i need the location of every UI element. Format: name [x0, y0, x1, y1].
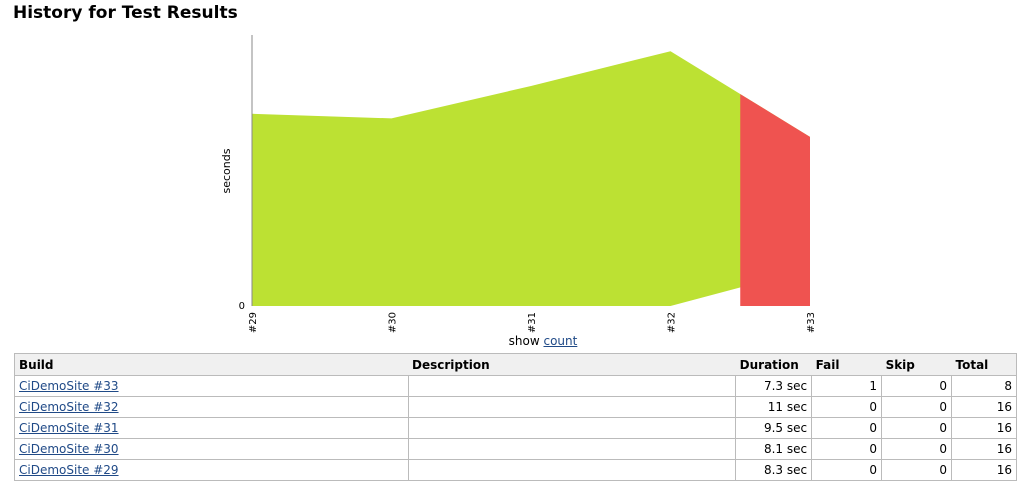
x-tick-label: #31: [527, 312, 538, 333]
col-duration: Duration: [735, 353, 812, 376]
build-link[interactable]: CiDemoSite #33: [19, 379, 119, 393]
build-link[interactable]: CiDemoSite #29: [19, 463, 119, 477]
show-count-link[interactable]: count: [543, 334, 578, 348]
fail-cell: 0: [811, 459, 883, 481]
total-cell: 16: [951, 417, 1017, 439]
skip-cell: 0: [881, 438, 952, 460]
x-tick-label: #30: [388, 312, 399, 333]
fail-cell: 1: [811, 375, 883, 397]
description-cell: [407, 375, 737, 397]
description-cell: [407, 396, 737, 418]
x-tick-label: #33: [806, 312, 817, 333]
col-skip: Skip: [881, 353, 952, 376]
table-row: CiDemoSite #30 8.1 sec 0 0 16: [14, 438, 1017, 460]
build-cell: CiDemoSite #32: [14, 396, 409, 418]
skip-cell: 0: [881, 417, 952, 439]
duration-cell: 11 sec: [735, 396, 813, 418]
build-cell: CiDemoSite #30: [14, 438, 409, 460]
fail-cell: 0: [811, 396, 883, 418]
col-total: Total: [951, 353, 1017, 376]
page-title: History for Test Results: [13, 3, 238, 23]
build-link[interactable]: CiDemoSite #31: [19, 421, 119, 435]
fail-cell: 0: [811, 438, 883, 460]
fail-cell: 0: [811, 417, 883, 439]
skip-cell: 0: [881, 459, 952, 481]
description-cell: [407, 438, 737, 460]
duration-cell: 8.3 sec: [735, 459, 813, 481]
x-tick-label: #29: [248, 312, 259, 333]
skip-cell: 0: [881, 396, 952, 418]
failed-area: [740, 94, 810, 306]
x-tick-label: #32: [667, 312, 678, 333]
toggle-prefix: show: [508, 334, 540, 348]
test-history-chart: seconds 0 #29 #30 #31 #32 #33: [220, 35, 817, 333]
duration-cell: 8.1 sec: [735, 438, 813, 460]
table-header-row: Build Description Duration Fail Skip Tot…: [14, 353, 1017, 376]
col-build: Build: [14, 353, 409, 376]
build-cell: CiDemoSite #29: [14, 459, 409, 481]
build-cell: CiDemoSite #31: [14, 417, 409, 439]
build-cell: CiDemoSite #33: [14, 375, 409, 397]
total-cell: 16: [951, 438, 1017, 460]
description-cell: [407, 459, 737, 481]
build-link[interactable]: CiDemoSite #32: [19, 400, 119, 414]
description-cell: [407, 417, 737, 439]
col-fail: Fail: [811, 353, 882, 376]
table-row: CiDemoSite #31 9.5 sec 0 0 16: [14, 417, 1017, 439]
table-row: CiDemoSite #29 8.3 sec 0 0 16: [14, 459, 1017, 481]
table-row: CiDemoSite #32 11 sec 0 0 16: [14, 396, 1017, 418]
skip-cell: 0: [881, 375, 952, 397]
col-description: Description: [408, 353, 736, 376]
chart-toggle: show count: [30, 334, 1026, 348]
total-cell: 16: [951, 396, 1017, 418]
total-cell: 16: [951, 459, 1017, 481]
y-axis-label: seconds: [220, 148, 233, 193]
y-tick-label: 0: [239, 301, 245, 312]
total-cell: 8: [951, 375, 1017, 397]
table-row: CiDemoSite #33 7.3 sec 1 0 8: [14, 375, 1017, 397]
build-history-table: Build Description Duration Fail Skip Tot…: [14, 353, 1017, 481]
duration-cell: 9.5 sec: [735, 417, 813, 439]
passed-area: [252, 51, 810, 306]
build-link[interactable]: CiDemoSite #30: [19, 442, 119, 456]
duration-cell: 7.3 sec: [735, 375, 813, 397]
